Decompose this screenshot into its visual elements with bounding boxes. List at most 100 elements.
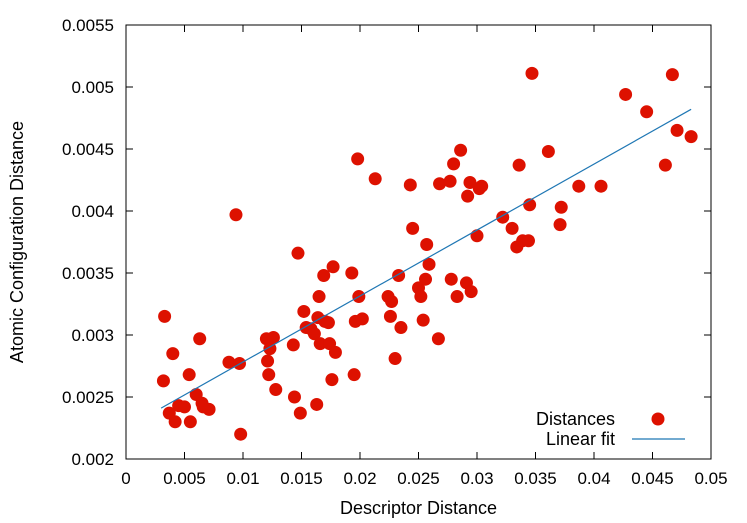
data-point (640, 105, 654, 119)
data-point (168, 415, 182, 429)
data-point (684, 130, 698, 144)
data-point (321, 316, 335, 330)
data-point (406, 221, 420, 235)
y-tick-label: 0.0035 (62, 264, 114, 283)
data-point (475, 179, 489, 193)
data-point (385, 295, 399, 309)
data-point (443, 174, 457, 188)
data-point (166, 347, 180, 361)
legend: Distances Linear fit (536, 409, 685, 449)
data-point (461, 189, 475, 203)
data-point (286, 338, 300, 352)
data-point (670, 123, 684, 137)
ticks-layer: 0 0.005 0.01 0.015 0.02 0.025 0.03 0.035 0.04 0.0… (62, 16, 728, 488)
data-point (594, 179, 608, 193)
data-point (470, 229, 484, 243)
data-point (229, 208, 243, 222)
data-point (368, 172, 382, 186)
data-point (392, 268, 406, 282)
data-point (269, 383, 283, 397)
x-tick-label: 0.05 (694, 469, 727, 488)
data-point (572, 179, 586, 193)
data-point (351, 152, 365, 166)
data-point (505, 221, 519, 235)
data-point (422, 257, 436, 271)
data-point (450, 290, 464, 304)
data-point (665, 68, 679, 82)
data-point (182, 368, 196, 382)
data-point (178, 400, 191, 414)
data-point (512, 158, 526, 172)
y-tick-label: 0.002 (71, 450, 114, 469)
x-tick-label: 0.03 (460, 469, 493, 488)
data-point (291, 246, 305, 260)
data-point (419, 272, 433, 286)
fit-line (160, 108, 692, 409)
y-tick-label: 0.0025 (62, 388, 114, 407)
data-point (307, 327, 321, 341)
x-tick-label: 0 (121, 469, 130, 488)
data-point (553, 218, 567, 232)
x-tick-label: 0.045 (631, 469, 674, 488)
data-point (262, 368, 276, 382)
data-point (156, 374, 170, 388)
data-point (658, 158, 672, 172)
legend-label-distances: Distances (536, 409, 615, 429)
data-point (388, 352, 402, 366)
data-point (619, 87, 633, 101)
data-point (383, 309, 397, 323)
data-point (414, 290, 428, 304)
data-point (416, 313, 430, 327)
x-tick-label: 0.015 (280, 469, 323, 488)
x-tick-label: 0.04 (577, 469, 610, 488)
data-point (433, 177, 447, 191)
data-point (158, 309, 172, 323)
data-point (317, 268, 331, 282)
data-point (310, 397, 324, 411)
data-point (525, 66, 539, 80)
data-point (325, 373, 339, 387)
legend-label-linear-fit: Linear fit (546, 429, 615, 449)
data-point (454, 143, 468, 157)
legend-marker-distances (651, 412, 665, 426)
x-axis-label: Descriptor Distance (340, 498, 497, 518)
data-point (297, 304, 311, 318)
data-point (463, 175, 477, 189)
data-point (328, 345, 342, 359)
plot-layer (156, 66, 698, 441)
data-point (222, 355, 236, 369)
data-point (521, 234, 535, 248)
x-tick-label: 0.005 (163, 469, 206, 488)
y-axis-label: Atomic Configuration Distance (7, 121, 27, 363)
data-point (313, 337, 327, 351)
data-point (266, 330, 280, 344)
y-tick-label: 0.005 (71, 78, 114, 97)
data-point (355, 312, 369, 326)
data-point (541, 144, 555, 158)
data-point (183, 415, 197, 429)
data-point (202, 402, 216, 416)
y-tick-label: 0.0045 (62, 140, 114, 159)
data-point (326, 260, 340, 274)
y-tick-label: 0.003 (71, 326, 114, 345)
data-point (261, 354, 275, 368)
data-point (447, 157, 461, 171)
data-point (431, 332, 445, 346)
x-tick-label: 0.025 (397, 469, 440, 488)
data-point (234, 427, 248, 441)
data-point (287, 390, 301, 404)
x-tick-label: 0.035 (514, 469, 557, 488)
x-tick-label: 0.01 (226, 469, 259, 488)
data-point (554, 200, 568, 214)
data-point (345, 266, 359, 280)
data-point (444, 272, 458, 286)
data-point (420, 237, 434, 251)
data-point (312, 290, 326, 304)
data-point (394, 321, 408, 335)
y-tick-label: 0.0055 (62, 16, 114, 35)
y-tick-label: 0.004 (71, 202, 114, 221)
data-point (193, 332, 207, 346)
data-point (347, 368, 361, 382)
